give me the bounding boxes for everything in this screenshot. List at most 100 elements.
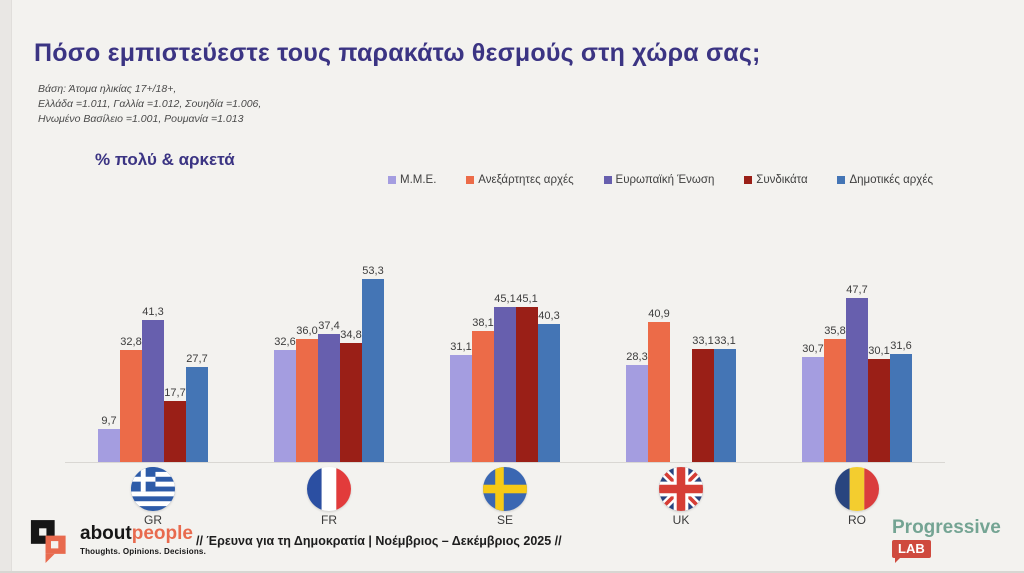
legend: Μ.Μ.Ε. Ανεξάρτητες αρχές Ευρωπαϊκή Ένωση Συ…: [388, 174, 933, 186]
slide-edge-strip: [0, 0, 12, 573]
brand-tagline: Thoughts. Opinions. Decisions.: [80, 547, 207, 556]
legend-label: Μ.Μ.Ε.: [400, 174, 437, 186]
base-note-line-1: Βάση: Άτομα ηλικίας 17+/18+,: [38, 83, 177, 95]
survey-note: // Έρευνα για τη Δημοκρατία | Νοέμβριος …: [196, 534, 562, 548]
bar-value-label: 33,1: [692, 334, 714, 347]
bar-RO: [846, 298, 868, 462]
bar-SE: [450, 355, 472, 462]
bar-slot: 53,3: [362, 265, 384, 462]
bar-slot: 31,6: [890, 340, 912, 462]
bar-GR: [186, 367, 208, 462]
bar-slot: 30,7: [802, 343, 824, 462]
bar-RO: [802, 356, 824, 462]
bar-UK: [692, 348, 714, 462]
plot-area: 9,7 32,8 41,3 17,7 27,7 32,6 36,0 37,4 34,8 53,3 3…: [65, 262, 945, 463]
bar-GR: [142, 320, 164, 462]
bar-slot: 33,1: [714, 335, 736, 462]
bar-slot: 37,4: [318, 320, 340, 462]
bar-slot: 45,1: [494, 293, 516, 462]
bar-value-label: 27,7: [186, 353, 208, 365]
legend-swatch: [837, 176, 846, 184]
bar-value-label: 35,8: [824, 325, 846, 338]
country-label-FR: FR: [321, 513, 337, 527]
bar-FR: [340, 342, 362, 462]
bar-slot: 36,0: [296, 324, 318, 462]
bar-slot: 40,9: [648, 308, 670, 462]
bar-FR: [362, 279, 384, 462]
france-flag-icon: [307, 467, 351, 511]
bar-slot: 40,3: [538, 310, 560, 462]
bar-value-label: 37,4: [318, 319, 340, 332]
base-note-line-2: Ελλάδα =1.011, Γαλλία =1.012, Σουηδία =1…: [38, 98, 262, 111]
aboutpeople-logo-icon: [30, 520, 66, 563]
bar-RO: [824, 339, 846, 462]
sweden-flag-icon: [483, 467, 527, 511]
bar-value-label: 41,3: [142, 306, 164, 319]
bar-value-label: 36,0: [296, 324, 318, 337]
bar-group-RO: 30,7 35,8 47,7 30,1 31,6: [802, 284, 912, 462]
bar-value-label: 45,1: [494, 293, 516, 306]
legend-label: Ευρωπαϊκή Ένωση: [615, 174, 715, 186]
bar-slot: 33,1: [692, 334, 714, 462]
bar-group-SE: 31,1 38,1 45,1 45,1 40,3: [450, 293, 560, 462]
bar-UK: [648, 321, 670, 462]
brand-name-people: people: [131, 523, 193, 544]
bar-slot: 9,7: [98, 415, 120, 462]
metric-label: % πολύ & αρκετά: [95, 150, 235, 169]
bar-GR: [164, 401, 186, 462]
partner-name: Progressive: [892, 517, 1001, 538]
bar-value-label: 9,7: [101, 414, 117, 427]
bar-UK: [714, 348, 736, 462]
bar-group-FR: 32,6 36,0 37,4 34,8 53,3: [274, 265, 384, 462]
legend-swatch: [603, 176, 612, 184]
bar-value-label: 32,6: [274, 336, 296, 349]
uk-flag-icon: [659, 467, 703, 511]
bar-value-label: 38,1: [472, 317, 494, 330]
country-label-GR: GR: [144, 513, 162, 527]
bar-slot: 28,3: [626, 351, 648, 462]
bar-RO: [890, 353, 912, 462]
bar-SE: [472, 331, 494, 462]
legend-swatch: [744, 176, 753, 184]
country-item-UK: UK: [626, 467, 736, 527]
bar-slot: 47,7: [846, 284, 868, 462]
bar-group-GR: 9,7 32,8 41,3 17,7 27,7: [98, 306, 208, 462]
page-title: Πόσο εμπιστεύεστε τους παρακάτω θεσμούς …: [34, 38, 761, 67]
bar-slot: 38,1: [472, 317, 494, 462]
bar-value-label: 30,7: [802, 342, 824, 355]
bar-slot: 45,1: [516, 293, 538, 462]
legend-label: Ανεξάρτητες αρχές: [478, 174, 574, 186]
bar-slot: 17,7: [164, 387, 186, 462]
bar-value-label: 40,9: [648, 307, 670, 320]
bar-value-label: 40,3: [538, 309, 560, 322]
legend-swatch: [466, 176, 475, 184]
bar-slot: 27,7: [186, 353, 208, 462]
bar-FR: [274, 350, 296, 462]
legend-swatch: [388, 176, 396, 184]
partner-badge: LAB: [892, 539, 931, 563]
aboutpeople-logo: aboutpeople Thoughts. Opinions. Decision…: [30, 518, 206, 566]
bar-value-label: 28,3: [626, 350, 648, 363]
country-item-SE: SE: [450, 467, 560, 527]
flags-row: GR FR SE UK RO: [65, 467, 945, 527]
bar-SE: [538, 323, 560, 462]
bar-FR: [296, 338, 318, 462]
bar-value-label: 45,1: [516, 293, 538, 306]
legend-item: Συνδικάτα: [744, 174, 808, 186]
legend-item: Μ.Μ.Ε.: [388, 174, 436, 186]
bar-value-label: 32,8: [120, 335, 142, 348]
bar-slot: 30,1: [868, 345, 890, 462]
legend-item: Ευρωπαϊκή Ένωση: [603, 174, 715, 186]
bar-value-label: 53,3: [362, 265, 384, 278]
bar-RO: [868, 358, 890, 462]
bar-slot: 35,8: [824, 325, 846, 462]
brand-name: aboutpeople: [80, 524, 206, 543]
brand-name-about: about: [80, 523, 132, 544]
base-note-line-3: Ηνωμένο Βασίλειο =1.001, Ρουμανία =1.013: [38, 113, 244, 126]
legend-label: Δημοτικές αρχές: [849, 174, 933, 186]
bar-UK: [626, 364, 648, 462]
aboutpeople-wordmark: aboutpeople Thoughts. Opinions. Decision…: [80, 518, 206, 556]
bar-slot: 32,6: [274, 336, 296, 462]
bar-group-UK: 28,3 40,9 33,1 33,1: [626, 308, 736, 462]
bar-value-label: 31,6: [890, 339, 912, 352]
